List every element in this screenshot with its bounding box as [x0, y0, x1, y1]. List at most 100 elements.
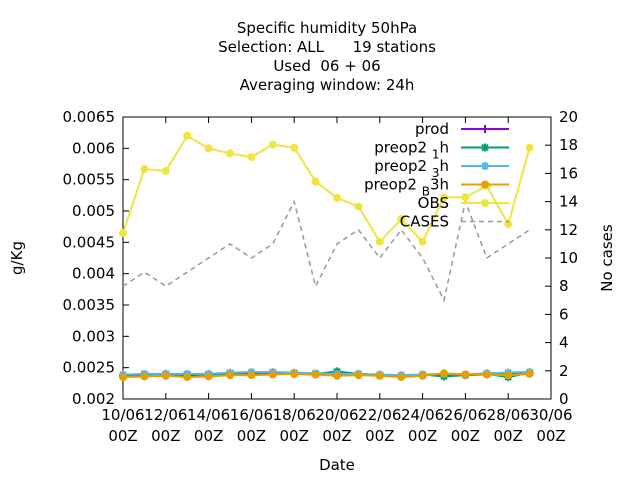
x-tick-label-time: 00Z: [408, 427, 437, 445]
x-axis-label: Date: [319, 456, 355, 474]
x-tick-label-time: 00Z: [451, 427, 480, 445]
point-OBS: [268, 140, 277, 149]
y-tick-label: 0.0055: [63, 171, 116, 189]
point-OBS: [311, 177, 320, 186]
point-OBS: [461, 193, 470, 202]
point-preop2_B_3h: [354, 371, 363, 380]
x-tick-label-date: 18/06: [273, 406, 316, 424]
x-tick-label-time: 00Z: [194, 427, 223, 445]
point-OBS: [418, 237, 427, 246]
legend-marker: [481, 143, 489, 152]
legend-marker: [481, 125, 489, 133]
x-tick-label-time: 00Z: [494, 427, 523, 445]
legend-item-OBS: OBS: [418, 194, 509, 212]
point-preop2_B_3h: [333, 371, 341, 380]
y-axis: 0.002 0.0025 0.003 0.0035 0.004 0.0045 0.005 0.…: [63, 108, 129, 408]
title-line-4: Averaging window: 24h: [240, 76, 415, 94]
x-tick-label-date: 26/06: [444, 406, 487, 424]
x-tick-label-date: 10/06: [101, 406, 144, 424]
legend-item-CASES: CASES: [400, 213, 509, 231]
y-tick-label: 0.004: [72, 265, 115, 283]
x-tick-label-time: 00Z: [365, 427, 394, 445]
legend-item-preop2_1h: preop2 1h: [374, 139, 509, 162]
y2-tick-label: 20: [559, 108, 578, 126]
x-tick-label-time: 00Z: [536, 427, 565, 445]
legend-item-preop2_B_3h: preop2 B3h: [364, 176, 509, 199]
y2-tick-label: 4: [559, 334, 569, 352]
y2-tick-label: 12: [559, 221, 578, 239]
x-tick-label-time: 00Z: [280, 427, 309, 445]
series-group: [119, 131, 534, 382]
legend-label: preop2 3h: [374, 157, 449, 180]
x-tick-label-date: 22/06: [358, 406, 401, 424]
point-preop2_B_3h: [311, 370, 320, 379]
legend-marker: [481, 199, 489, 207]
title-line-1: Specific humidity 50hPa: [237, 19, 417, 37]
y-tick-label: 0.0035: [63, 296, 116, 314]
y2-tick-label: 0: [559, 390, 569, 408]
x-tick-label-date: 12/06: [144, 406, 187, 424]
y-tick-label: 0.005: [72, 202, 115, 220]
title-line-2: Selection: ALL 19 stations: [218, 38, 436, 56]
series-preop2_B_3h: [119, 369, 534, 382]
point-OBS: [247, 153, 256, 162]
y2-tick-label: 10: [559, 249, 578, 267]
x-tick-label-time: 00Z: [322, 427, 351, 445]
legend-marker: [481, 162, 489, 170]
legend-label: OBS: [418, 194, 449, 212]
point-preop2_B_3h: [525, 369, 534, 378]
point-preop2_B_3h: [397, 373, 406, 382]
y2-tick-label: 16: [559, 164, 578, 182]
legend-label: preop2 B3h: [364, 176, 449, 199]
y-tick-label: 0.0025: [63, 359, 116, 377]
x-tick-label-date: 14/06: [187, 406, 230, 424]
point-preop2_B_3h: [482, 370, 491, 379]
series-OBS: [119, 131, 534, 246]
y-tick-label: 0.002: [72, 390, 115, 408]
x-tick-label-time: 00Z: [151, 427, 180, 445]
point-preop2_B_3h: [268, 370, 277, 379]
point-OBS: [525, 143, 534, 152]
y2-tick-label: 18: [559, 136, 578, 154]
point-OBS: [397, 215, 406, 224]
point-OBS: [161, 166, 170, 175]
point-preop2_B_3h: [440, 369, 448, 378]
point-OBS: [333, 193, 341, 202]
point-preop2_B_3h: [461, 370, 470, 379]
point-preop2_B_3h: [183, 373, 192, 382]
series-CASES: [122, 198, 531, 303]
point-OBS: [504, 220, 513, 229]
x-tick-label-date: 30/06: [529, 406, 572, 424]
point-preop2_B_3h: [226, 371, 234, 380]
y-tick-label: 0.006: [72, 139, 115, 157]
point-OBS: [440, 193, 448, 202]
point-preop2_B_3h: [418, 371, 427, 380]
point-OBS: [119, 228, 127, 237]
legend-item-preop2_3h: preop2 3h: [374, 157, 509, 180]
y-axis-label: g/Kg: [8, 241, 26, 275]
x-tick-label-date: 24/06: [401, 406, 444, 424]
point-preop2_B_3h: [119, 373, 127, 382]
title-line-3: Used 06 + 06: [273, 57, 380, 75]
legend-label: CASES: [400, 213, 449, 231]
y2-tick-label: 14: [559, 193, 578, 211]
point-preop2_B_3h: [247, 371, 256, 380]
point-OBS: [226, 149, 234, 158]
x-axis: 10/06 00Z 12/06 00Z 14/06 00Z 16/06 00Z 18/06 00Z…: [101, 117, 573, 445]
legend-label: prod: [415, 120, 449, 138]
x-tick-label-date: 20/06: [315, 406, 358, 424]
y2-tick-label: 8: [559, 277, 569, 295]
point-OBS: [375, 237, 384, 246]
legend-marker: [481, 180, 489, 189]
x-tick-label-date: 28/06: [487, 406, 530, 424]
y2-tick-label: 2: [559, 362, 569, 380]
legend-item-prod: prod: [415, 120, 509, 138]
y-tick-label: 0.0045: [63, 233, 116, 251]
point-preop2_B_3h: [161, 371, 170, 380]
point-OBS: [204, 144, 213, 153]
y-tick-label: 0.003: [72, 327, 115, 345]
